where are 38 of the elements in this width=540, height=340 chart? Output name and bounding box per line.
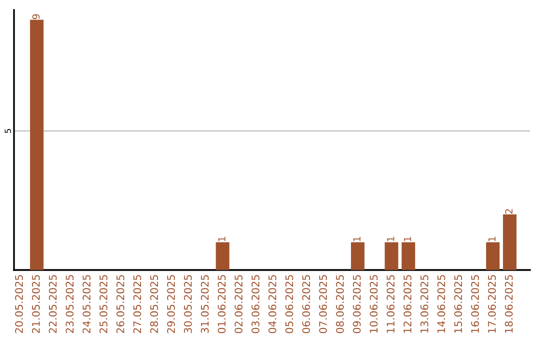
x-tick-label: 21.05.2025 — [32, 275, 40, 334]
x-tick-label: 26.05.2025 — [116, 275, 124, 334]
x-tick-label: 31.05.2025 — [200, 275, 209, 334]
data-label: 1 — [353, 236, 360, 242]
x-tick-label: 04.06.2025 — [268, 275, 276, 334]
x-tick-label: 27.05.2025 — [133, 275, 142, 334]
y-tick-label: 5 — [4, 129, 11, 133]
x-tick-label: 20.05.2025 — [15, 275, 23, 334]
x-tick-label: 06.06.2025 — [302, 275, 310, 334]
x-tick-label: 23.05.2025 — [66, 275, 74, 334]
data-label: 1 — [404, 236, 412, 242]
x-tick-label: 17.06.2025 — [488, 275, 496, 333]
x-tick-label: 29.05.2025 — [167, 275, 175, 334]
x-tick-label: 11.06.2025 — [386, 275, 395, 333]
x-tick-label: 12.06.2025 — [404, 275, 412, 333]
x-tick-label: 01.06.2025 — [218, 275, 226, 334]
data-label: 1 — [218, 236, 226, 242]
x-tick-label: 08.06.2025 — [336, 275, 344, 334]
data-label: 1 — [488, 236, 496, 242]
x-tick-label: 15.06.2025 — [454, 275, 462, 333]
data-label: 9 — [32, 14, 40, 20]
x-tick-label: 14.06.2025 — [437, 275, 446, 333]
x-tick-label: 10.06.2025 — [370, 275, 378, 333]
x-tick-label: 09.06.2025 — [352, 275, 361, 334]
x-tick-label: 05.06.2025 — [285, 275, 294, 334]
x-tick-label: 03.06.2025 — [252, 275, 260, 334]
data-label: 2 — [505, 209, 512, 214]
x-tick-label: 07.06.2025 — [319, 275, 327, 334]
x-tick-label: 24.05.2025 — [82, 275, 90, 334]
x-tick-label: 22.05.2025 — [48, 275, 57, 334]
x-tick-label: 25.05.2025 — [100, 275, 108, 334]
x-tick-label: 16.06.2025 — [471, 275, 479, 333]
data-label: 1 — [387, 236, 394, 242]
x-tick-label: 28.05.2025 — [150, 275, 158, 334]
x-tick-label: 02.06.2025 — [234, 275, 243, 334]
x-tick-label: 30.05.2025 — [184, 275, 192, 334]
x-tick-label: 13.06.2025 — [420, 275, 428, 333]
x-tick-label: 18.06.2025 — [504, 275, 513, 333]
